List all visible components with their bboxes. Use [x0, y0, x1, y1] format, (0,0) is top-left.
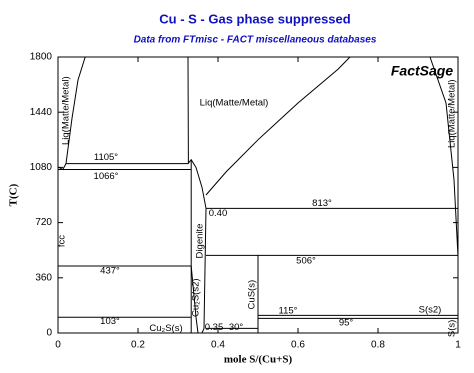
annotation: Liq(Matte/Metal): [447, 79, 458, 148]
phase-boundary: [66, 158, 207, 209]
annotation: 30°: [229, 322, 244, 333]
annotation: Liq(Matte/Metal): [61, 76, 72, 145]
x-tick-label: 0.2: [131, 340, 145, 351]
annotation: S(s2): [419, 305, 442, 316]
y-tick-label: 1800: [30, 52, 53, 63]
annotation: 437°: [100, 265, 120, 276]
phase-boundary: [205, 56, 351, 196]
annotation: 1066°: [94, 171, 119, 182]
y-tick-label: 360: [35, 272, 52, 283]
chart-subtitle: Data from FTmisc - FACT miscellaneous da…: [134, 35, 377, 46]
x-tick-label: 0.8: [371, 340, 385, 351]
annotation: fcc: [57, 235, 68, 247]
chart-title: Cu - S - Gas phase suppressed: [159, 11, 351, 26]
x-tick-label: 0.4: [211, 340, 225, 351]
annotation: 95°: [339, 318, 354, 329]
y-tick-label: 720: [35, 217, 52, 228]
phase-boundary: [429, 56, 459, 316]
annotation: 1105°: [94, 152, 118, 163]
annotation: 813°: [312, 198, 332, 209]
annotation: Digenite: [195, 224, 206, 259]
phase-boundary: [201, 208, 207, 334]
annotation: 0.35: [205, 322, 224, 333]
x-axis-label: mole S/(Cu+S): [224, 354, 293, 366]
annotation: 115°: [279, 305, 298, 316]
y-axis-label: T(C): [8, 183, 20, 206]
y-tick-label: 0: [46, 328, 52, 339]
x-tick-label: 0: [55, 340, 61, 351]
y-tick-label: 1080: [30, 162, 53, 173]
annotation: S(s): [447, 320, 458, 337]
annotation: Liq(Matte/Metal): [200, 98, 269, 109]
annotation: 0.40: [209, 208, 228, 219]
annotation: Cu₂S(s2): [191, 278, 202, 317]
annotation: 506°: [296, 255, 316, 266]
phase-boundary: [190, 265, 199, 334]
y-tick-label: 1440: [30, 107, 53, 118]
x-tick-label: 1: [455, 340, 461, 351]
annotation: CuS(s): [247, 280, 258, 310]
x-tick-label: 0.6: [291, 340, 305, 351]
brand: FactSage: [391, 63, 453, 79]
annotation: Cu₂S(s): [149, 323, 182, 334]
annotation: 103°: [100, 316, 120, 327]
